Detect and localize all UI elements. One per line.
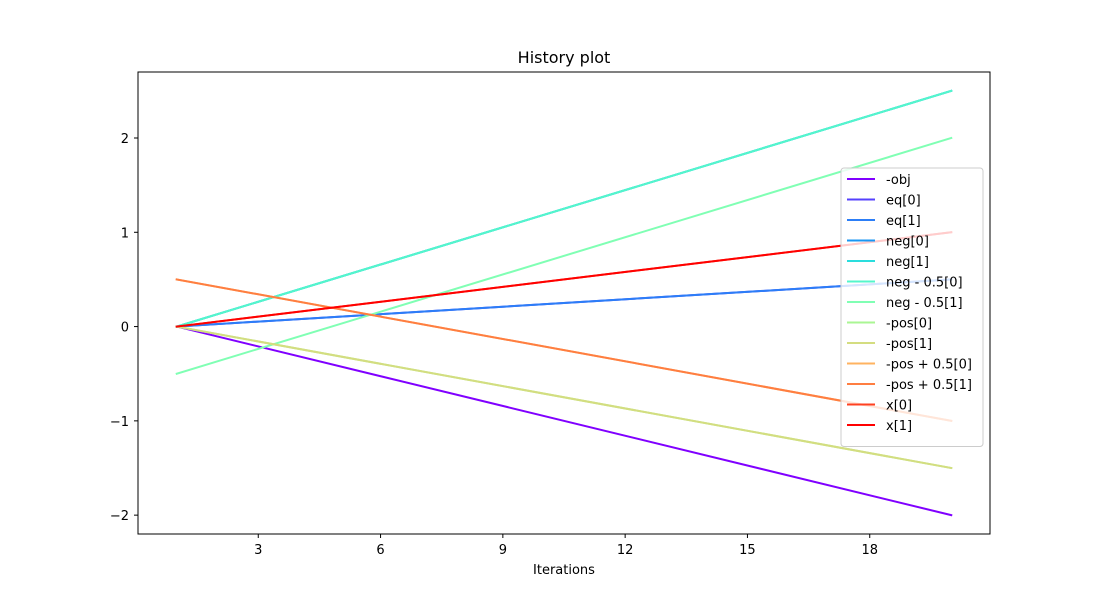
legend-box <box>840 167 984 447</box>
legend-label-8: -pos[1] <box>886 337 932 352</box>
x-tick-label: 3 <box>254 543 262 558</box>
series-line-5 <box>175 89 953 328</box>
legend-label-11: x[0] <box>886 399 912 414</box>
y-tick-label: 2 <box>121 132 129 147</box>
series-line-12 <box>175 231 953 328</box>
x-tick-label: 18 <box>861 543 878 558</box>
series-line-6 <box>175 136 953 375</box>
y-tick-label: −2 <box>110 509 129 524</box>
x-tick-label: 15 <box>739 543 756 558</box>
y-tick-label: −1 <box>110 415 129 430</box>
series-line-10 <box>175 278 953 423</box>
legend: -obj eq[0] eq[1] neg[0] neg[1] neg - 0.5[0] ne… <box>840 167 984 447</box>
legend-label-3: neg[0] <box>886 235 929 250</box>
legend-label-10: -pos + 0.5[1] <box>886 378 972 393</box>
chart-title: History plot <box>518 48 611 67</box>
x-axis-label: Iterations <box>533 563 595 578</box>
legend-label-6: neg - 0.5[1] <box>886 296 963 311</box>
x-tick-label: 12 <box>617 543 634 558</box>
plot-lines <box>175 89 953 517</box>
y-axis-ticks: −2 −1 0 1 2 <box>110 132 138 524</box>
x-tick-label: 9 <box>499 543 507 558</box>
legend-label-4: neg[1] <box>886 255 929 270</box>
legend-label-1: eq[0] <box>886 194 921 209</box>
y-tick-label: 0 <box>121 321 129 336</box>
legend-label-2: eq[1] <box>886 214 921 229</box>
legend-label-0: -obj <box>886 173 911 188</box>
legend-label-9: -pos + 0.5[0] <box>886 358 972 373</box>
series-line-8 <box>175 325 953 470</box>
legend-label-5: neg - 0.5[0] <box>886 276 963 291</box>
legend-label-7: -pos[0] <box>886 317 932 332</box>
series-line-2 <box>175 278 953 328</box>
plot-area-frame <box>137 71 991 535</box>
series-line-0 <box>175 325 953 517</box>
x-axis-ticks: 3 6 9 12 15 18 <box>254 534 878 558</box>
legend-label-12: x[1] <box>886 419 912 434</box>
y-tick-label: 1 <box>121 226 129 241</box>
x-tick-label: 6 <box>376 543 384 558</box>
